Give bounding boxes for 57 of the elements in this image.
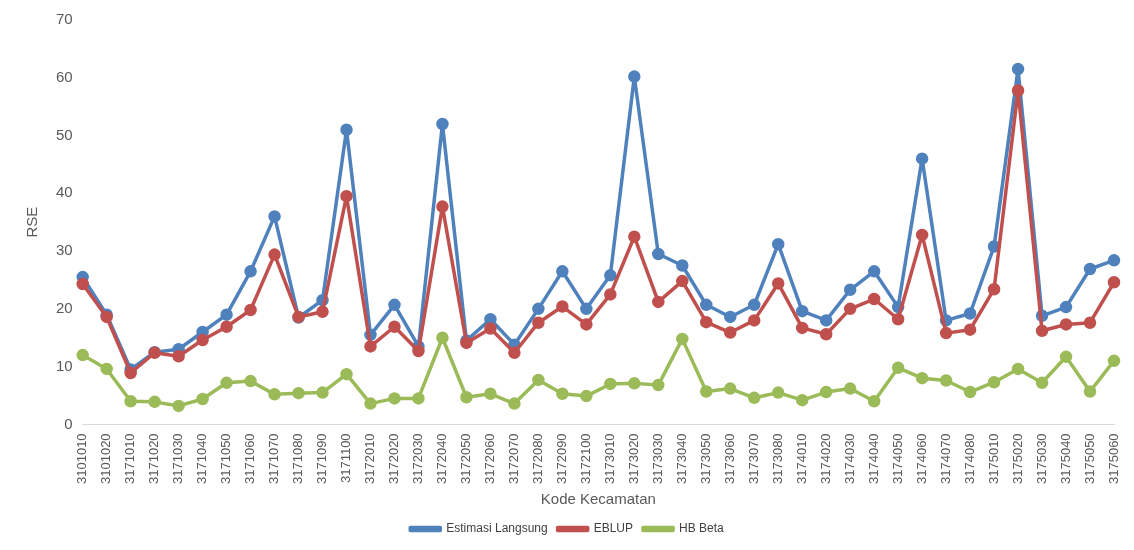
x-tick-label: 3175030	[1033, 433, 1049, 485]
legend-label: Estimasi Langsung	[446, 521, 548, 536]
legend-label: HB Beta	[679, 521, 725, 536]
legend-label: EBLUP	[593, 521, 634, 536]
x-tick-label: 3171080	[290, 433, 306, 485]
y-tick-label: 30	[56, 241, 73, 259]
x-tick-label: 3173080	[769, 433, 785, 485]
x-tick-label: 3174060	[913, 433, 929, 485]
x-tick-label: 3175050	[1081, 433, 1097, 485]
x-tick-label: 3171070	[266, 433, 282, 485]
x-tick-label: 3171030	[170, 433, 186, 485]
x-tick-label: 3174050	[889, 433, 905, 485]
y-tick-label: 10	[56, 356, 73, 374]
y-tick-label: 0	[64, 414, 73, 432]
x-tick-label: 3171040	[194, 433, 210, 485]
x-tick-label: 3172090	[553, 433, 569, 485]
x-tick-label: 3173050	[697, 433, 713, 485]
x-tick-label: 3171060	[242, 433, 258, 485]
x-tick-label: 3173030	[649, 433, 665, 485]
x-tick-label: 3174020	[817, 433, 833, 485]
x-tick-label: 3172050	[458, 433, 474, 485]
x-tick-label: 3174030	[841, 433, 857, 485]
x-tick-label: 3173070	[745, 433, 761, 485]
x-tick-label: 3174080	[961, 433, 977, 485]
x-tick-label: 3173060	[721, 433, 737, 485]
y-tick-label: 20	[56, 298, 73, 316]
x-tick-label: 3173040	[673, 433, 689, 485]
y-tick-label: 40	[56, 183, 73, 201]
x-tick-label: 3174070	[937, 433, 953, 485]
x-tick-label: 3172060	[481, 433, 497, 485]
x-tick-label: 3101020	[98, 433, 114, 485]
x-axis-title: Kode Kecamatan	[540, 490, 656, 508]
y-tick-label: 60	[56, 67, 73, 85]
x-tick-label: 3173010	[601, 433, 617, 485]
x-tick-label: 3172080	[529, 433, 545, 485]
x-tick-label: 3174040	[865, 433, 881, 485]
x-tick-label: 3172100	[577, 433, 593, 485]
x-tick-label: 3175010	[985, 433, 1001, 485]
y-tick-label: 70	[56, 10, 73, 28]
x-tick-label: 3172010	[362, 433, 378, 485]
x-tick-label: 3172030	[410, 433, 426, 485]
x-tick-label: 3175020	[1009, 433, 1025, 485]
x-tick-label: 3171020	[146, 433, 162, 485]
x-tick-label: 3172070	[505, 433, 521, 485]
y-axis-title: RSE	[23, 206, 41, 238]
x-tick-label: 3173020	[625, 433, 641, 485]
x-tick-label: 3171090	[314, 433, 330, 485]
x-tick-label: 3175040	[1057, 433, 1073, 485]
x-tick-label: 3171010	[122, 433, 138, 485]
x-tick-label: 3172020	[386, 433, 402, 485]
y-tick-label: 50	[56, 125, 73, 143]
x-tick-label: 3171050	[218, 433, 234, 485]
x-tick-label: 3175060	[1105, 433, 1121, 485]
x-tick-label: 3174010	[793, 433, 809, 485]
x-tick-label: 3172040	[434, 433, 450, 485]
x-tick-label: 3171100	[338, 433, 354, 484]
x-tick-label: 3101010	[74, 433, 90, 485]
